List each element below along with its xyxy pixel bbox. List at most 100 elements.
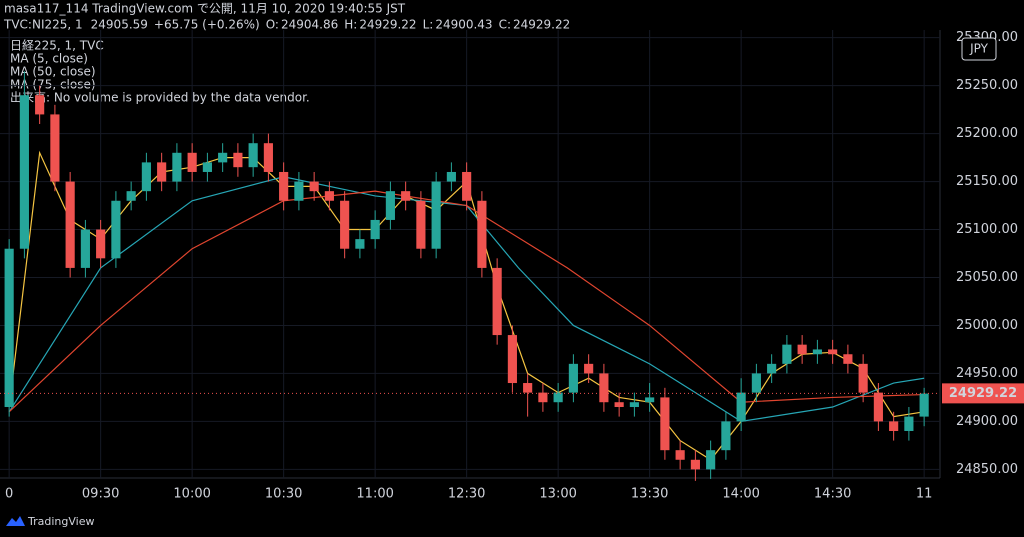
candle-body — [202, 162, 212, 172]
legend-entry: MA (50, close) — [10, 65, 96, 79]
x-tick-label: 0 — [5, 487, 13, 502]
logo: TradingView — [6, 515, 94, 528]
candle-body — [614, 402, 624, 408]
last-price-badge — [942, 383, 1024, 404]
y-tick-label: 24850.00 — [956, 462, 1018, 477]
candle-body — [690, 459, 700, 470]
header-value: H: — [344, 18, 357, 32]
candle-body — [309, 181, 319, 192]
candle-body — [462, 171, 472, 201]
candle-body — [355, 239, 365, 249]
legend-entry: MA (75, close) — [10, 78, 96, 92]
x-tick-label: 11 — [916, 487, 933, 502]
x-tick-label: 14:30 — [814, 487, 851, 502]
candle-body — [538, 392, 548, 403]
candle-body — [50, 114, 60, 182]
header-value: 24904.86 — [281, 18, 338, 32]
candle-body — [96, 229, 106, 259]
candle-body — [416, 200, 426, 249]
candle-body — [721, 421, 731, 451]
brand: TradingView — [27, 515, 94, 528]
x-tick-label: 11:00 — [356, 487, 393, 502]
ma-line — [8, 176, 925, 423]
y-tick-label: 25250.00 — [956, 78, 1018, 93]
candle-body — [35, 95, 45, 115]
candle-body — [706, 450, 716, 470]
header-value: 24900.43 — [435, 18, 492, 32]
candle-body — [157, 162, 167, 182]
logo-icon — [6, 516, 25, 526]
candle-body — [172, 152, 182, 182]
candle-body — [889, 421, 899, 431]
candle-body — [492, 267, 502, 336]
candle-body — [645, 397, 655, 403]
candle-body — [629, 402, 639, 408]
x-tick-label: 10:30 — [265, 487, 302, 502]
currency-badge — [961, 37, 997, 61]
y-tick-label: 25000.00 — [956, 318, 1018, 333]
candle-body — [141, 162, 151, 192]
candle-body — [324, 191, 334, 201]
x-tick-label: 13:30 — [631, 487, 668, 502]
candle-body — [660, 397, 670, 451]
candle-body — [431, 181, 441, 249]
candle-body — [843, 354, 853, 364]
y-tick-label: 24900.00 — [956, 414, 1018, 429]
candle-body — [263, 143, 273, 172]
x-tick-label: 10:00 — [173, 487, 210, 502]
candle-body — [385, 191, 395, 220]
y-tick-label: 25050.00 — [956, 270, 1018, 285]
candle-body — [4, 248, 14, 408]
candle-body — [248, 143, 258, 168]
candle-body — [873, 392, 883, 422]
candle-body — [675, 450, 685, 460]
candle-body — [584, 363, 594, 374]
candle-body — [797, 344, 807, 355]
candle-body — [553, 392, 563, 403]
header-value: 24929.22 — [359, 18, 416, 32]
candle-body — [904, 416, 914, 431]
candle-body — [919, 393, 929, 417]
legend-entry: MA (5, close) — [10, 52, 88, 66]
legend-title: 日経225, 1, TVC — [10, 39, 104, 53]
currency: JPY — [969, 42, 989, 56]
header-line: masa117_114 TradingView.com で公開, 11月 10,… — [4, 2, 406, 16]
header-value: 24905.59 — [91, 18, 148, 32]
y-tick-label: 25200.00 — [956, 126, 1018, 141]
candle-body — [751, 373, 761, 393]
candle-body — [812, 349, 822, 355]
candle-body — [736, 392, 746, 422]
candle-body — [523, 383, 533, 393]
y-tick-label: 24950.00 — [956, 366, 1018, 381]
last-price-label: 24929.22 — [949, 386, 1017, 401]
candle-body — [111, 200, 121, 259]
volume-note: 出来高: No volume is provided by the data v… — [10, 90, 310, 105]
candle-body — [294, 181, 304, 201]
header-value: L: — [423, 18, 434, 32]
candle-body — [446, 171, 456, 182]
header-value: +65.75 (+0.26%) — [154, 18, 260, 32]
candle-body — [218, 152, 228, 163]
candle-body — [370, 219, 380, 240]
candle-body — [187, 152, 197, 172]
candle-body — [80, 229, 90, 268]
candle-body — [858, 363, 868, 393]
candle-body — [782, 344, 792, 364]
header-value: 24929.22 — [513, 18, 570, 32]
candle-body — [19, 95, 29, 249]
candle-body — [401, 191, 411, 201]
candle-body — [767, 363, 777, 374]
x-tick-label: 12:30 — [448, 487, 485, 502]
header-value: O: — [266, 18, 279, 32]
header: masa117_114 TradingView.com で公開, 11月 10,… — [3, 2, 406, 32]
header-value: C: — [499, 18, 511, 32]
candle-body — [279, 171, 289, 201]
y-tick-label: 25100.00 — [956, 222, 1018, 237]
candle-body — [828, 349, 838, 355]
symbol: TVC:NI225, 1 — [3, 18, 83, 32]
candle-body — [568, 363, 578, 393]
y-tick-label: 25150.00 — [956, 174, 1018, 189]
